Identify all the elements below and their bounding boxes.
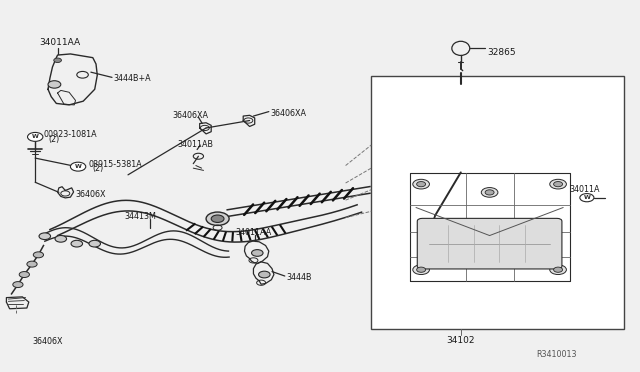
Text: 00923-1081A: 00923-1081A bbox=[44, 130, 97, 139]
Text: 34413M: 34413M bbox=[125, 212, 157, 221]
Circle shape bbox=[54, 58, 61, 62]
Circle shape bbox=[413, 179, 429, 189]
Circle shape bbox=[417, 182, 426, 187]
Circle shape bbox=[252, 250, 263, 256]
Text: 34102: 34102 bbox=[447, 336, 475, 345]
Text: 34011AB: 34011AB bbox=[178, 140, 214, 149]
Circle shape bbox=[70, 162, 86, 171]
Circle shape bbox=[259, 271, 270, 278]
Circle shape bbox=[13, 282, 23, 288]
Text: 34011AA: 34011AA bbox=[236, 228, 272, 237]
Text: 36406X: 36406X bbox=[76, 190, 106, 199]
Circle shape bbox=[485, 190, 494, 195]
Text: 36406XA: 36406XA bbox=[173, 111, 209, 120]
Text: R3410013: R3410013 bbox=[536, 350, 577, 359]
Bar bbox=[371, 76, 624, 329]
Circle shape bbox=[48, 81, 61, 88]
Text: 34011A: 34011A bbox=[570, 185, 600, 194]
Text: 32865: 32865 bbox=[488, 48, 516, 57]
Circle shape bbox=[554, 182, 563, 187]
Circle shape bbox=[554, 267, 563, 272]
Circle shape bbox=[55, 235, 67, 242]
Circle shape bbox=[33, 252, 44, 258]
Circle shape bbox=[19, 272, 29, 278]
Circle shape bbox=[481, 187, 498, 197]
Text: W: W bbox=[584, 195, 590, 200]
Circle shape bbox=[417, 267, 426, 272]
Text: (2): (2) bbox=[93, 164, 104, 173]
Circle shape bbox=[580, 193, 594, 202]
Circle shape bbox=[413, 265, 429, 275]
Text: 34011AA: 34011AA bbox=[40, 38, 81, 47]
Text: W: W bbox=[75, 164, 81, 169]
Circle shape bbox=[211, 215, 224, 222]
Circle shape bbox=[71, 240, 83, 247]
Circle shape bbox=[550, 265, 566, 275]
Text: 3444B+A: 3444B+A bbox=[113, 74, 151, 83]
Text: 08915-5381A: 08915-5381A bbox=[88, 160, 142, 169]
Circle shape bbox=[206, 212, 229, 225]
Text: 36406XA: 36406XA bbox=[270, 109, 306, 118]
Circle shape bbox=[89, 240, 100, 247]
Circle shape bbox=[39, 233, 51, 240]
Text: 36406X: 36406X bbox=[32, 337, 63, 346]
Circle shape bbox=[28, 132, 43, 141]
Text: 3444B: 3444B bbox=[287, 273, 312, 282]
Text: W: W bbox=[32, 134, 38, 140]
Circle shape bbox=[550, 179, 566, 189]
Circle shape bbox=[27, 261, 37, 267]
Text: (2): (2) bbox=[48, 135, 60, 144]
FancyBboxPatch shape bbox=[417, 218, 562, 269]
